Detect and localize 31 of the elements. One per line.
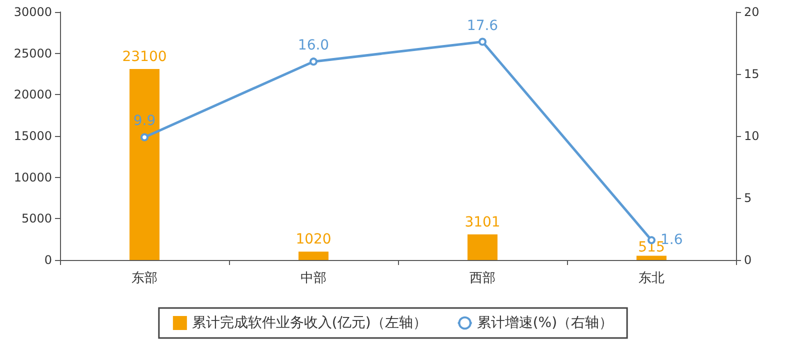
- y2-tick-label: 5: [744, 191, 752, 205]
- bar: [468, 234, 498, 260]
- y-tick-label: 10000: [14, 170, 52, 184]
- data-label: 3101: [464, 214, 500, 230]
- point: [478, 38, 486, 46]
- legend-label: 累计完成软件业务收入(亿元)（左轴）: [192, 315, 427, 331]
- bar: [298, 252, 328, 260]
- y2-tick-label: 10: [744, 129, 760, 143]
- y2-tick-label: 20: [744, 5, 760, 19]
- x-tick-label: 东部: [132, 271, 158, 286]
- y2-tick-label: 15: [744, 67, 760, 81]
- y-tick-label: 5000: [21, 212, 52, 226]
- data-label: 9.9: [133, 113, 156, 130]
- y-tick-label: 20000: [14, 88, 52, 102]
- y-tick-label: 0: [44, 253, 52, 267]
- y-tick-label: 25000: [14, 46, 52, 60]
- data-label: 16.0: [298, 38, 330, 54]
- point: [310, 58, 318, 66]
- y-tick-label: 30000: [14, 5, 52, 19]
- data-label: 23100: [122, 49, 167, 66]
- data-label: 1020: [296, 232, 332, 248]
- bar: [636, 256, 666, 260]
- point: [140, 133, 148, 142]
- data-label: 17.6: [466, 18, 498, 34]
- x-tick-label: 西部: [470, 271, 496, 286]
- bar: [130, 69, 160, 260]
- legend-label: 累计增速(%)（右轴）: [476, 315, 614, 331]
- x-tick-label: 中部: [300, 271, 326, 286]
- x-tick-label: 东北: [638, 271, 664, 286]
- y2-tick-label: 0: [744, 253, 752, 267]
- y-tick-label: 15000: [14, 129, 52, 143]
